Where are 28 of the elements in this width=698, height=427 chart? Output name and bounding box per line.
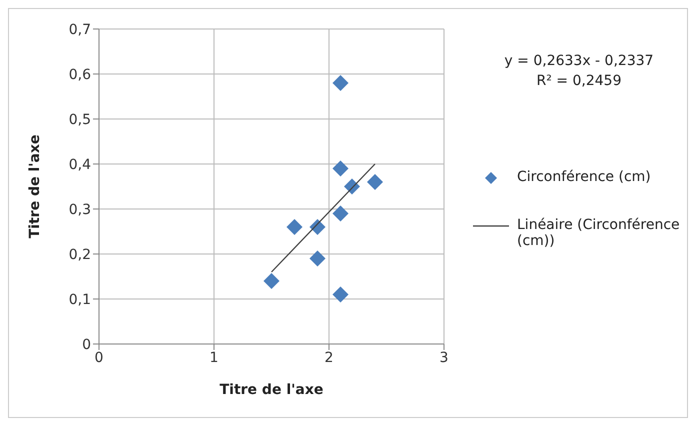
y-axis-title: Titre de l'axe (26, 134, 43, 238)
y-tick-label: 0,4 (68, 156, 92, 173)
text: y = 0,2633x - 0,2337 (503, 52, 655, 71)
point (310, 250, 326, 266)
point (264, 273, 280, 289)
point (286, 219, 302, 235)
text: R² = 0,2459 (536, 72, 622, 91)
x-tick-label: 3 (440, 350, 448, 366)
x-tick-label: 0 (94, 350, 104, 366)
y-tick-label: 0,3 (68, 202, 91, 218)
y-tick-label: 0,2 (68, 246, 91, 263)
point (332, 206, 348, 222)
legend-label: Linéaire (Circonférence (cm)) (517, 217, 681, 249)
legend-label: Circonférence (cm) (517, 169, 651, 185)
x-tick-label: 2 (324, 350, 334, 366)
y-tick-label: 0,6 (68, 66, 92, 83)
point (367, 174, 383, 190)
point (344, 178, 360, 194)
y-tick-label: 0,7 (68, 22, 91, 38)
point (310, 219, 326, 235)
point (332, 75, 348, 91)
x-axis-title: Titre de l'axe (220, 382, 324, 398)
y-tick-label: 0 (82, 336, 91, 353)
x-tick-label: 1 (210, 350, 218, 366)
y-tick-label: 0,1 (68, 292, 91, 308)
point (332, 286, 348, 302)
y-tick-label: 0,5 (68, 112, 91, 128)
point (332, 160, 348, 176)
